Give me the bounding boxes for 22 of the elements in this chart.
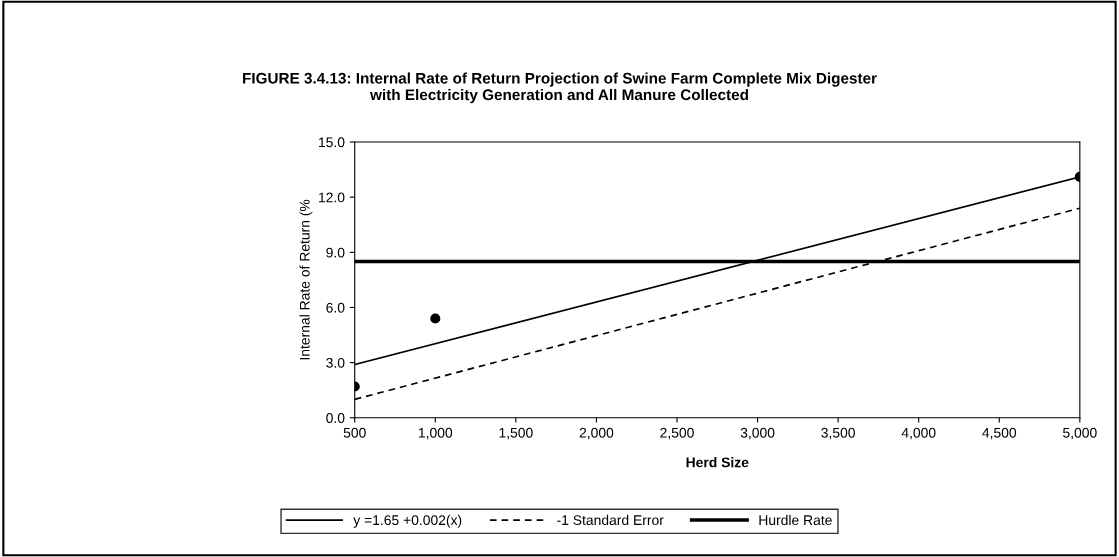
y-tick-label: 15.0 — [319, 137, 345, 148]
legend-label: y =1.65 +0.002(x) — [353, 514, 462, 528]
y-axis-title: Internal Rate of Return (% — [299, 199, 313, 360]
x-tick-label: 4,500 — [982, 427, 1017, 440]
y-tick-label: 6.0 — [326, 302, 345, 313]
legend-label: Hurdle Rate — [759, 514, 832, 526]
y-tick-label: 3.0 — [326, 357, 345, 368]
x-tick-label: 500 — [343, 427, 366, 438]
x-tick-label: 1,000 — [418, 427, 453, 440]
x-tick-label: 3,500 — [821, 427, 855, 440]
y-tick-label: 9.0 — [326, 247, 345, 258]
chart-title: FIGURE 3.4.13: Internal Rate of Return Projection of Swine Farm Complete Mix Digester with Electricity Generation and All Manure Collected — [243, 72, 877, 104]
legend-label: -1 Standard Error — [557, 514, 664, 526]
x-tick-label: 3,000 — [740, 427, 775, 440]
x-tick-label: 2,500 — [660, 427, 694, 440]
x-axis-title: Herd Size — [686, 457, 749, 468]
x-tick-label: 1,500 — [499, 427, 533, 440]
x-tick-label: 2,000 — [579, 427, 614, 440]
y-tick-label: 0.0 — [326, 413, 345, 423]
y-tick-label: 12.0 — [319, 192, 345, 203]
x-tick-label: 5,000 — [1063, 427, 1097, 440]
x-tick-label: 4,000 — [901, 427, 936, 440]
